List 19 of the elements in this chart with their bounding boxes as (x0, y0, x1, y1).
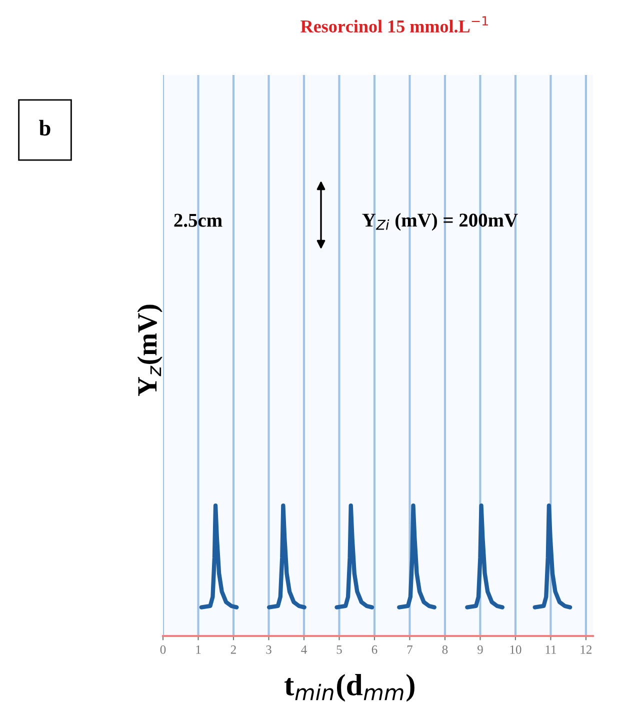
x-tick-label: 0 (160, 645, 166, 654)
x-tick-label: 4 (301, 645, 307, 654)
x-tick-label: 11 (546, 645, 556, 654)
x-tick-label: 3 (266, 645, 272, 654)
x-tick-label: 8 (442, 645, 448, 654)
x-tick-label: 2 (230, 645, 236, 654)
x-tick-label: 7 (407, 646, 412, 654)
text: Y$_{Zi}$ (mV) = 200mV (362, 213, 518, 231)
chart-title: Resorcinol 15 mmol.L$^{−1}$ (300, 16, 488, 33)
x-axis-title: t$_{min}$(d$_{mm}$) (284, 674, 414, 702)
x-tick-label: 12 (580, 645, 592, 654)
x-tick-label: 5 (336, 646, 342, 654)
text: 2.5cm (174, 214, 222, 227)
x-tick-label: 10 (510, 645, 522, 654)
x-tick-label: 1 (196, 645, 201, 654)
y-axis-title: Y$_{z}$(mV) (137, 304, 162, 396)
x-tick-label: 6 (372, 645, 378, 654)
x-tick-label: 9 (477, 645, 483, 654)
text: b (39, 120, 50, 136)
